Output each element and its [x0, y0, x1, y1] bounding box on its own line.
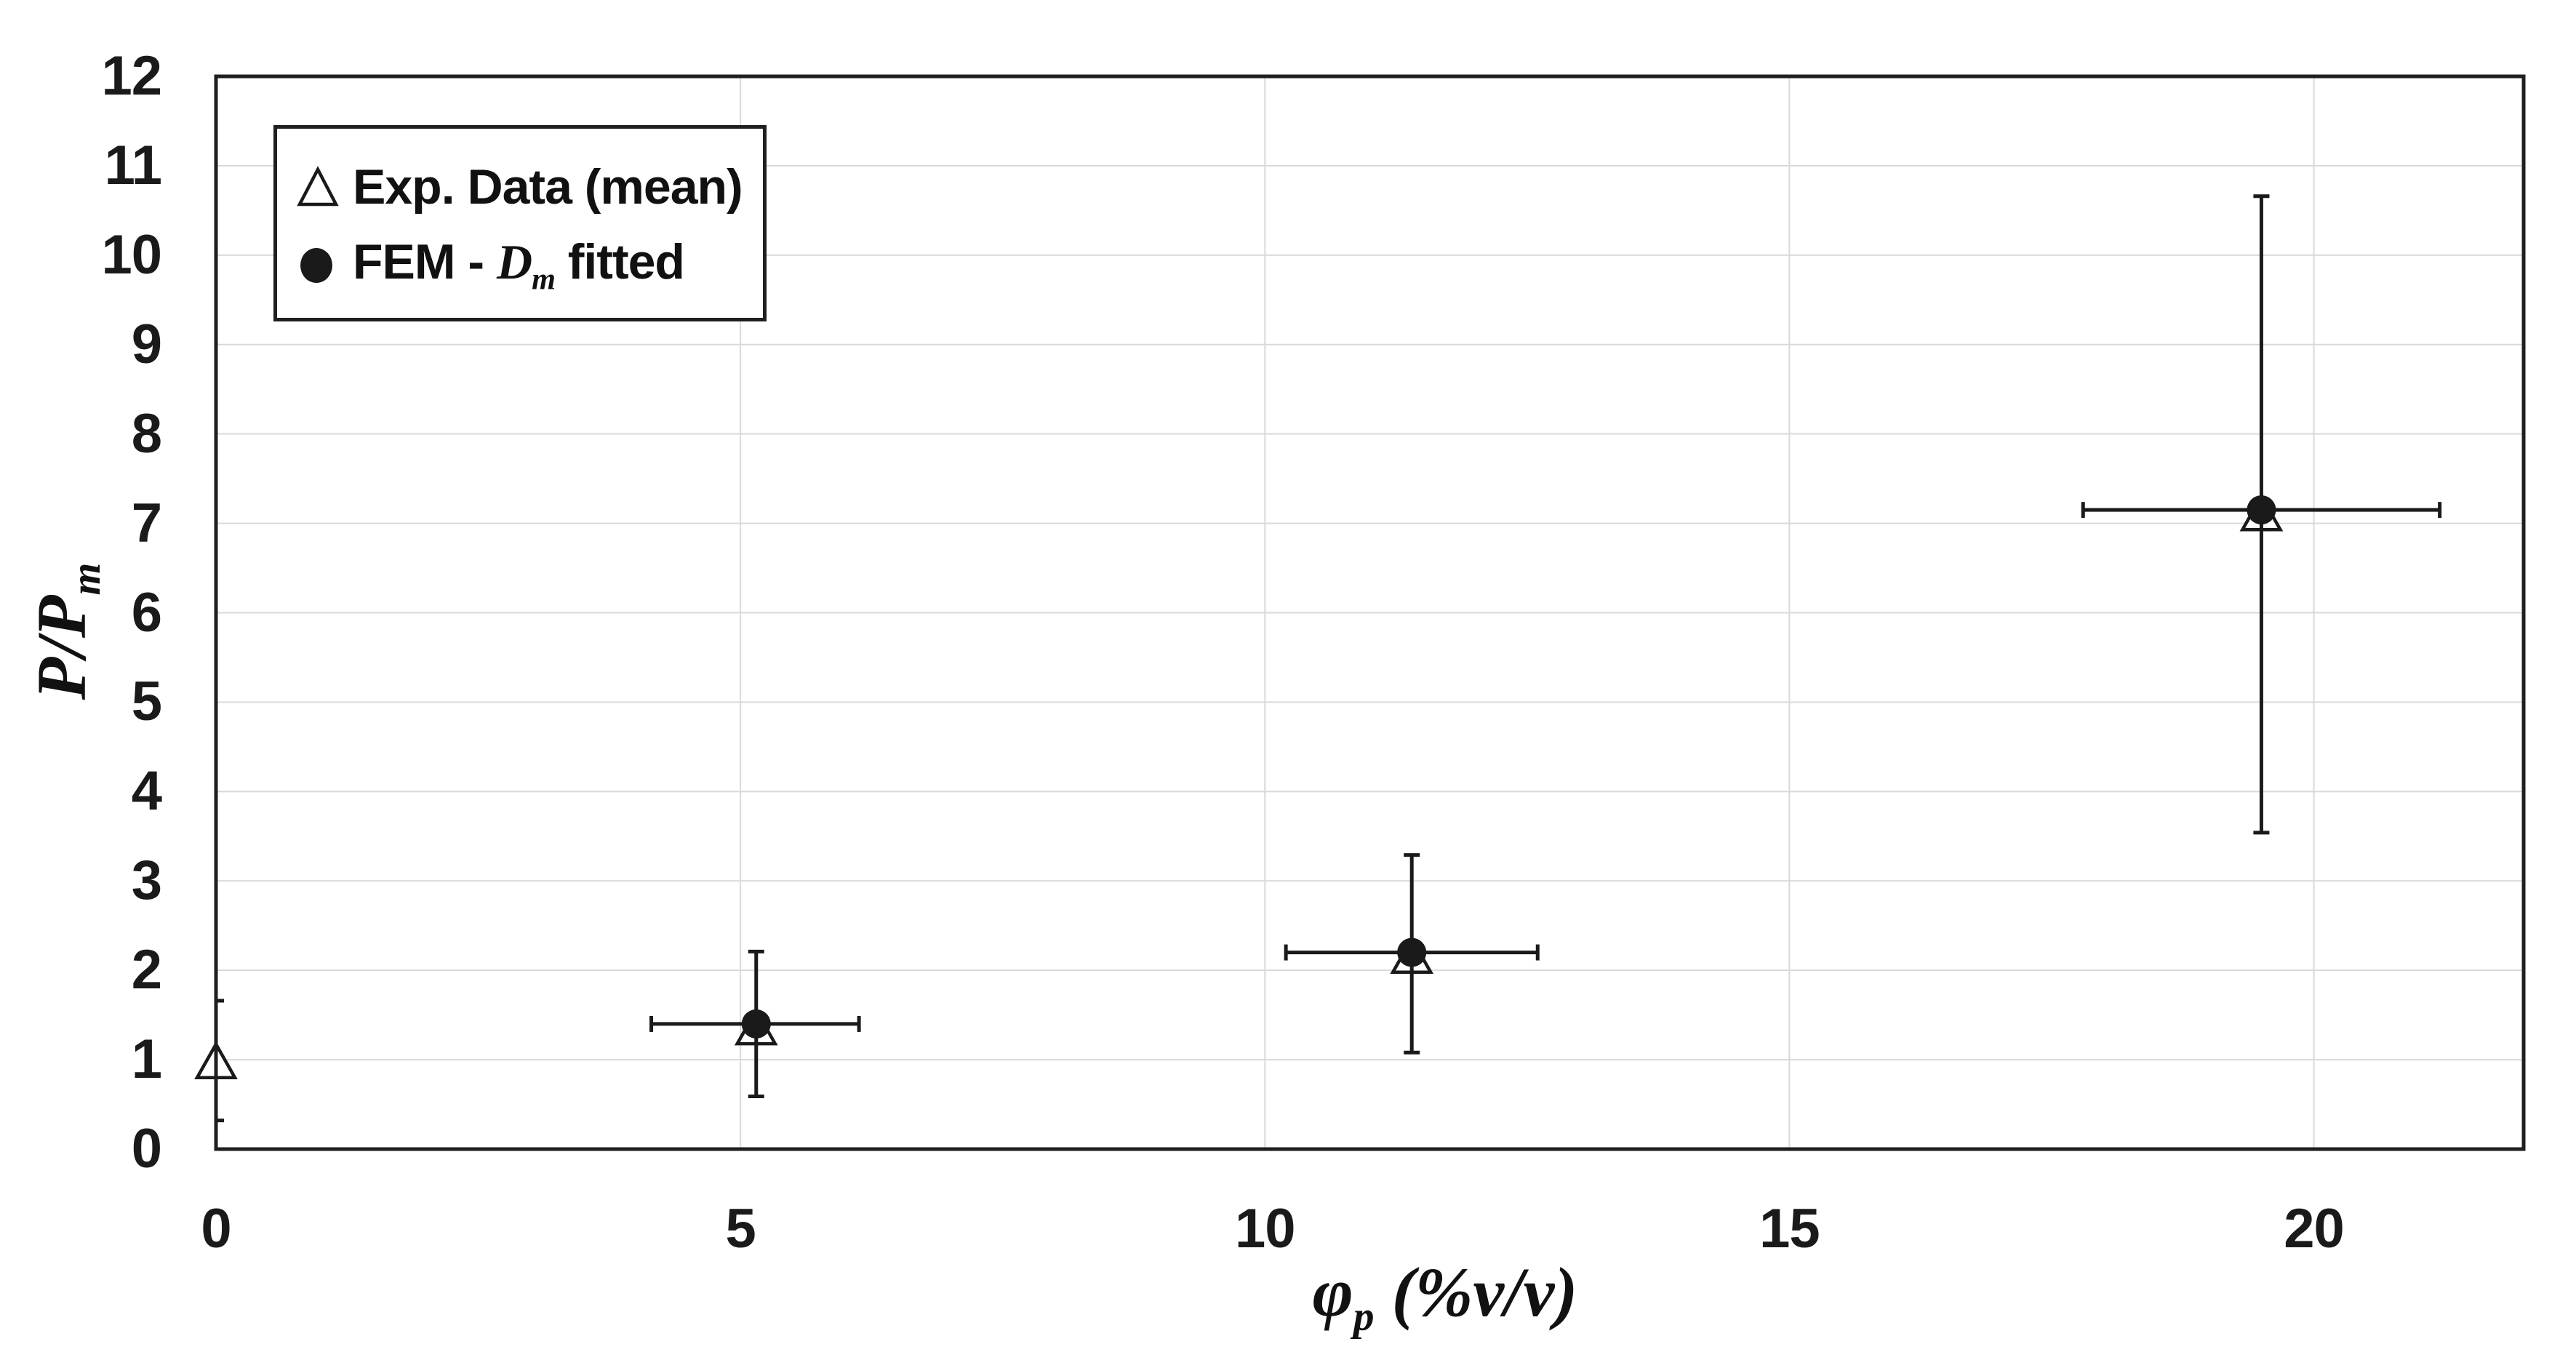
- y-tick-label: 11: [104, 134, 162, 196]
- x-tick-label: 20: [2284, 1198, 2345, 1260]
- x-axis-title: φp (%v/v): [1312, 1253, 1578, 1340]
- y-tick-label: 7: [131, 492, 162, 554]
- error-bars: [216, 194, 2442, 1123]
- y-tick-label: 2: [131, 939, 162, 1001]
- legend-label-fem: FEM - Dm fitted: [353, 234, 685, 297]
- y-tick-label: 1: [131, 1028, 162, 1091]
- x-tick-label: 10: [1234, 1198, 1296, 1260]
- x-tick-label: 5: [725, 1198, 756, 1260]
- legend-entry-fem: FEM - Dm fitted: [295, 229, 763, 302]
- y-tick-label: 10: [101, 223, 162, 286]
- x-tick-label: 0: [201, 1198, 231, 1260]
- open-triangle-icon: [297, 166, 339, 207]
- fem-circle-marker: [741, 1009, 771, 1039]
- y-tick-label: 9: [131, 313, 162, 375]
- y-tick-label: 6: [131, 581, 162, 644]
- legend: Exp. Data (mean) FEM - Dm fitted: [273, 125, 767, 321]
- x-tick-label: 15: [1759, 1198, 1820, 1260]
- y-tick-label: 4: [131, 760, 162, 823]
- fem-circle-marker: [1397, 937, 1427, 967]
- y-tick-label: 5: [131, 671, 162, 733]
- y-tick-label: 8: [131, 402, 162, 465]
- y-tick-label: 3: [131, 849, 162, 912]
- y-tick-label: 12: [101, 45, 162, 107]
- y-tick-label: 0: [131, 1118, 162, 1180]
- legend-entry-exp: Exp. Data (mean): [295, 151, 763, 223]
- filled-circle-icon: [300, 248, 332, 283]
- fem-circle-marker: [2247, 495, 2276, 525]
- plot-border: [214, 74, 2526, 1151]
- legend-label-exp: Exp. Data (mean): [353, 159, 743, 215]
